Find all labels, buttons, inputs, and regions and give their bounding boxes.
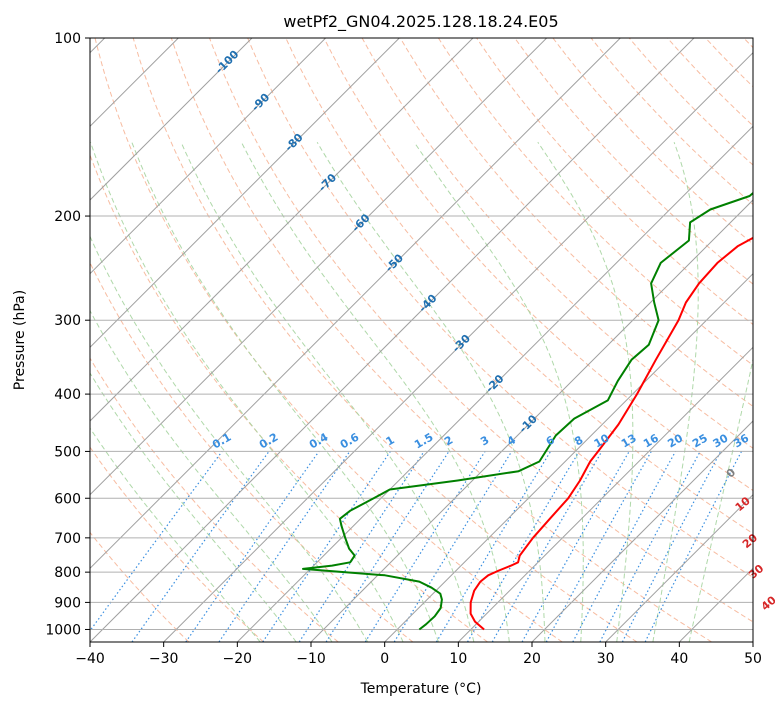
mixing-ratio-line [572, 451, 677, 642]
dry-adiabat-line [552, 38, 753, 245]
x-tick-label: −30 [149, 651, 179, 667]
y-tick-label: 500 [54, 444, 81, 460]
x-tick-label: −10 [296, 651, 326, 667]
x-tick-label: 20 [523, 651, 541, 667]
dewpoint-profile-line [302, 191, 753, 631]
isotherm-line [90, 38, 253, 201]
x-axis-title: Temperature (°C) [360, 681, 482, 697]
mixing-ratio-line [218, 451, 351, 642]
mixing-ratio-line [521, 451, 630, 642]
x-tick-label: 10 [449, 651, 467, 667]
mixing-ratio-line [90, 451, 223, 632]
mixing-ratio-line [325, 451, 450, 642]
y-tick-label: 800 [54, 565, 81, 581]
mixing-ratio-line [185, 451, 320, 642]
dry-adiabat-line [90, 531, 190, 642]
dry-adiabat-line [132, 38, 638, 642]
mixing-ratio-line [393, 451, 513, 642]
y-tick-label: 900 [54, 595, 81, 611]
dry-adiabat-line [90, 261, 414, 642]
isotherm-line [384, 272, 753, 642]
isotherm-line [236, 125, 753, 642]
x-tick-label: 50 [744, 651, 762, 667]
y-tick-label: 100 [54, 31, 81, 47]
y-tick-label: 300 [54, 313, 81, 329]
axis-layer: −40 −30 −20 −10 0 10 20 30 40 50 100 200 300 400 500 60… [45, 31, 762, 667]
dry-adiabat-line [170, 38, 712, 642]
grid-layer [90, 38, 753, 642]
isotherm-line [90, 38, 474, 422]
x-tick-label: 40 [670, 651, 688, 667]
y-tick-label: 1000 [45, 622, 81, 638]
x-tick-label: 0 [380, 651, 389, 667]
dry-adiabat-line [90, 153, 488, 642]
isotherm-line [457, 346, 753, 642]
chart-title: wetPf2_GN04.2025.128.18.24.E05 [283, 12, 558, 32]
temperature-profile-line [469, 236, 753, 631]
y-tick-label: 600 [54, 491, 81, 507]
isotherm-line [90, 38, 695, 642]
dry-adiabat-line [323, 38, 753, 492]
isotherm-line [310, 199, 753, 642]
x-tick-label: −40 [75, 651, 105, 667]
mixing-ratio-line [621, 451, 722, 642]
y-axis-title: Pressure (hPa) [12, 290, 28, 390]
y-tick-label: 700 [54, 531, 81, 547]
mixing-ratio-line [262, 451, 391, 642]
dry-adiabat-line [247, 38, 753, 578]
x-tick-label: 30 [597, 651, 615, 667]
dry-adiabat-line [590, 38, 753, 206]
isotherm-line [605, 493, 753, 642]
dry-adiabat-line [476, 38, 753, 326]
dry-adiabat-line [209, 38, 753, 623]
x-tick-label: −20 [223, 651, 253, 667]
y-tick-label: 400 [54, 387, 81, 403]
isotherm-line [90, 38, 621, 570]
mixing-ratio-line [545, 451, 652, 642]
isotherm-line [531, 420, 753, 642]
dry-adiabat-line [437, 38, 753, 366]
dry-adiabat-line [94, 38, 563, 642]
isotherm-line [90, 38, 327, 275]
isotherm-line [90, 38, 400, 349]
mixing-ratio-line [298, 451, 425, 642]
isotherm-line [163, 51, 753, 642]
data-layer [302, 191, 753, 631]
dry-adiabat-line [90, 357, 339, 642]
mixing-ratio-line [644, 451, 743, 642]
dry-adiabat-line [285, 38, 753, 535]
y-tick-label: 200 [54, 209, 81, 225]
plot-frame [89, 37, 754, 643]
isotherm-line [90, 38, 548, 496]
